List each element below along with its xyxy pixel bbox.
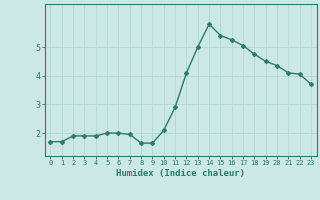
X-axis label: Humidex (Indice chaleur): Humidex (Indice chaleur): [116, 169, 245, 178]
